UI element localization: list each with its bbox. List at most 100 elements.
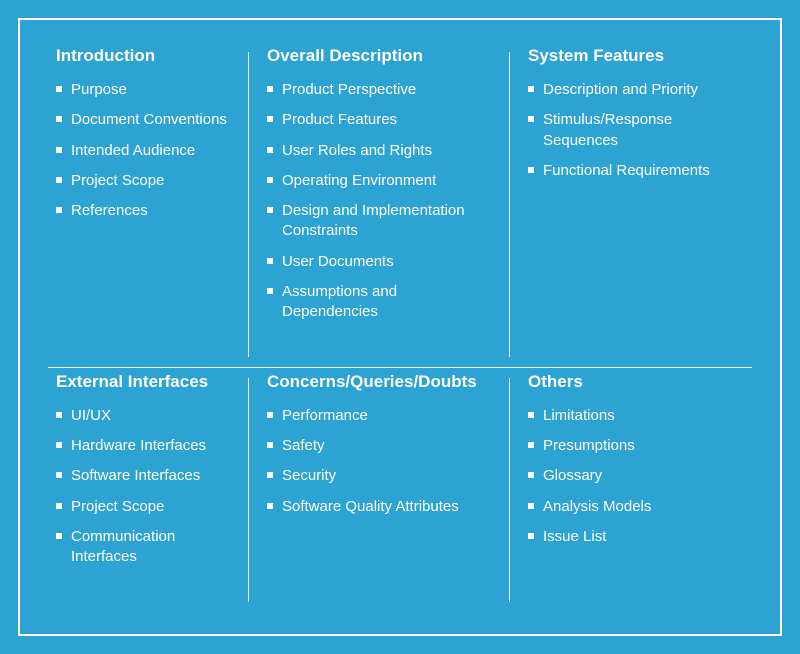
bullet-icon [267,147,273,153]
item-label: Analysis Models [543,497,651,517]
list-item: Analysis Models [528,497,744,517]
bullet-icon [56,412,62,418]
section-title: Concerns/Queries/Doubts [267,372,491,392]
list-item: Project Scope [56,497,230,517]
list-item: Communication Interfaces [56,527,230,568]
list-item: Product Perspective [267,80,491,100]
list-item: Presumptions [528,436,744,456]
list-item: Project Scope [56,171,230,191]
list-item: Intended Audience [56,141,230,161]
list-item: Design and Implementation Constraints [267,201,491,242]
item-label: Design and Implementation Constraints [282,201,491,242]
item-label: Document Conventions [71,110,227,130]
list-item: Description and Priority [528,80,744,100]
bullet-icon [56,147,62,153]
bullet-icon [56,207,62,213]
item-label: Hardware Interfaces [71,436,206,456]
item-label: Description and Priority [543,80,698,100]
item-label: Software Quality Attributes [282,497,459,517]
bullet-icon [267,472,273,478]
bullet-icon [267,116,273,122]
list-item: Assumptions and Dependencies [267,282,491,323]
section-title: Overall Description [267,46,491,66]
item-list: Limitations Presumptions Glossary Analys… [528,406,744,547]
bullet-icon [528,533,534,539]
item-label: Intended Audience [71,141,195,161]
bullet-icon [56,442,62,448]
bullet-icon [528,503,534,509]
item-list: Purpose Document Conventions Intended Au… [56,80,230,221]
section-title: External Interfaces [56,372,230,392]
bullet-icon [56,533,62,539]
bullet-icon [528,116,534,122]
list-item: Software Interfaces [56,466,230,486]
list-item: Security [267,466,491,486]
content-grid: Introduction Purpose Document Convention… [38,42,762,612]
item-label: User Documents [282,252,394,272]
list-item: Software Quality Attributes [267,497,491,517]
item-list: Performance Safety Security Software Qua… [267,406,491,517]
section-introduction: Introduction Purpose Document Convention… [38,42,248,367]
list-item: Glossary [528,466,744,486]
list-item: Safety [267,436,491,456]
list-item: References [56,201,230,221]
list-item: User Roles and Rights [267,141,491,161]
bullet-icon [528,442,534,448]
item-label: Security [282,466,336,486]
bullet-icon [267,288,273,294]
vertical-divider [509,52,510,357]
item-list: Product Perspective Product Features Use… [267,80,491,322]
section-others: Others Limitations Presumptions Glossary… [510,368,762,612]
bullet-icon [267,442,273,448]
bullet-icon [528,412,534,418]
item-label: Safety [282,436,325,456]
bullet-icon [56,86,62,92]
bullet-icon [267,177,273,183]
bullet-icon [56,177,62,183]
bullet-icon [267,258,273,264]
list-item: UI/UX [56,406,230,426]
list-item: Operating Environment [267,171,491,191]
item-label: Assumptions and Dependencies [282,282,491,323]
list-item: Performance [267,406,491,426]
outer-frame: Introduction Purpose Document Convention… [18,18,782,636]
item-label: Project Scope [71,497,164,517]
section-title: Others [528,372,744,392]
list-item: Functional Requirements [528,161,744,181]
section-concerns: Concerns/Queries/Doubts Performance Safe… [249,368,509,612]
vertical-divider [248,378,249,602]
section-system-features: System Features Description and Priority… [510,42,762,367]
item-label: Glossary [543,466,602,486]
item-label: Product Perspective [282,80,416,100]
list-item: Product Features [267,110,491,130]
vertical-divider [509,378,510,602]
list-item: User Documents [267,252,491,272]
list-item: Hardware Interfaces [56,436,230,456]
item-list: Description and Priority Stimulus/Respon… [528,80,744,181]
bullet-icon [528,86,534,92]
item-label: References [71,201,148,221]
item-label: Communication Interfaces [71,527,230,568]
bullet-icon [267,412,273,418]
item-label: Performance [282,406,368,426]
section-title: Introduction [56,46,230,66]
bullet-icon [267,503,273,509]
item-label: Project Scope [71,171,164,191]
item-label: Software Interfaces [71,466,200,486]
list-item: Issue List [528,527,744,547]
bullet-icon [528,472,534,478]
list-item: Limitations [528,406,744,426]
item-label: UI/UX [71,406,111,426]
vertical-divider [248,52,249,357]
item-label: Purpose [71,80,127,100]
bullet-icon [56,472,62,478]
item-label: Product Features [282,110,397,130]
section-overall-description: Overall Description Product Perspective … [249,42,509,367]
item-label: Issue List [543,527,606,547]
list-item: Stimulus/Response Sequences [528,110,744,151]
bullet-icon [267,207,273,213]
bullet-icon [528,167,534,173]
item-label: Functional Requirements [543,161,710,181]
item-label: User Roles and Rights [282,141,432,161]
bullet-icon [56,116,62,122]
